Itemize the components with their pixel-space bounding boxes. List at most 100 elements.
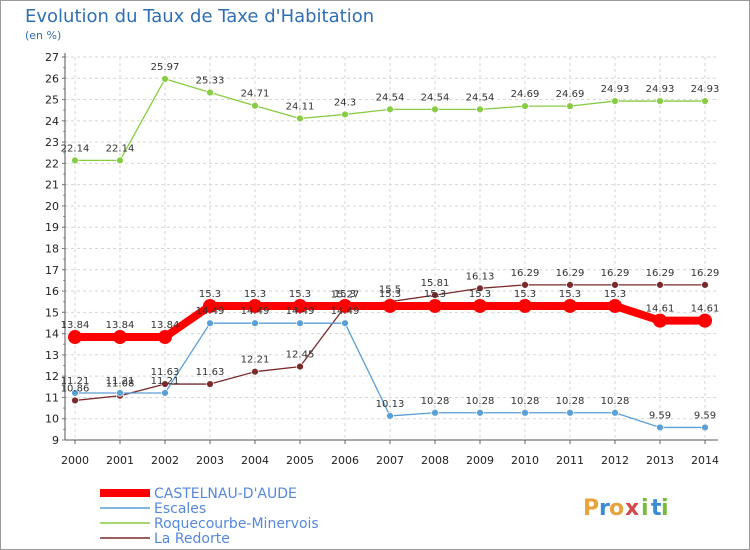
data-label: 15.3 xyxy=(199,289,221,300)
data-label: 15.3 xyxy=(604,289,626,300)
data-point xyxy=(476,105,484,114)
data-point xyxy=(431,409,439,417)
data-label: 15.3 xyxy=(559,289,581,300)
data-point xyxy=(341,319,349,327)
data-point xyxy=(341,110,349,119)
x-tick-label: 2002 xyxy=(151,454,179,467)
data-label: 24.71 xyxy=(241,89,270,100)
y-tick-label: 20 xyxy=(45,200,59,213)
data-label: 10.28 xyxy=(601,396,630,407)
y-tick-label: 15 xyxy=(45,306,59,319)
data-label: 24.54 xyxy=(466,92,495,103)
data-point xyxy=(161,75,169,83)
y-tick-label: 27 xyxy=(45,51,59,64)
data-label: 15.3 xyxy=(334,289,356,300)
data-point xyxy=(251,367,259,376)
data-point xyxy=(431,291,439,299)
legend-label: CASTELNAU-D'AUDE xyxy=(154,486,297,502)
data-point xyxy=(71,396,79,405)
data-label: 15.3 xyxy=(289,289,311,300)
data-label: 22.14 xyxy=(61,143,90,154)
data-point xyxy=(701,97,709,105)
x-tick-label: 2006 xyxy=(331,454,359,467)
data-point xyxy=(566,102,574,110)
data-label: 15.3 xyxy=(424,289,446,300)
data-label: 9.59 xyxy=(694,410,716,421)
data-point xyxy=(383,298,397,313)
brand-letter: t xyxy=(651,496,662,521)
x-tick-label: 2009 xyxy=(466,454,494,467)
data-label: 24.11 xyxy=(286,101,315,112)
data-point xyxy=(608,298,622,313)
data-point xyxy=(203,298,217,313)
x-tick-label: 2010 xyxy=(511,454,539,467)
y-tick-label: 22 xyxy=(45,157,59,170)
data-label: 24.69 xyxy=(556,89,585,100)
y-tick-label: 16 xyxy=(45,285,59,298)
data-label: 12.45 xyxy=(286,350,315,361)
data-label: 11.21 xyxy=(151,376,180,387)
data-point xyxy=(611,409,619,417)
data-point xyxy=(563,298,577,313)
data-point xyxy=(611,281,619,289)
data-point xyxy=(653,313,667,328)
data-label: 10.86 xyxy=(61,383,90,394)
data-label: 24.54 xyxy=(421,92,450,103)
data-label: 24.3 xyxy=(334,97,356,108)
data-label: 15.81 xyxy=(421,278,450,289)
data-point xyxy=(116,389,124,397)
data-label: 13.84 xyxy=(61,320,90,331)
data-label: 11.21 xyxy=(106,376,135,387)
data-label: 15.27 xyxy=(331,290,360,301)
data-label: 11.08 xyxy=(106,379,135,390)
data-point xyxy=(701,423,709,432)
data-point xyxy=(431,105,439,114)
data-label: 16.29 xyxy=(691,268,720,279)
x-tick-label: 2001 xyxy=(106,454,134,467)
data-label: 10.13 xyxy=(376,399,405,410)
data-label: 15.5 xyxy=(379,285,401,296)
data-point xyxy=(338,298,352,313)
data-label: 16.29 xyxy=(646,268,675,279)
data-label: 24.54 xyxy=(376,92,405,103)
data-point xyxy=(71,389,79,397)
y-tick-label: 13 xyxy=(45,349,59,362)
data-point xyxy=(656,423,664,432)
brand-letter: o xyxy=(609,496,624,521)
data-point xyxy=(251,319,259,327)
chart-subtitle: (en %) xyxy=(25,29,62,42)
data-label: 10.28 xyxy=(556,396,585,407)
data-point xyxy=(701,281,709,289)
data-point xyxy=(206,319,214,327)
data-label: 14.49 xyxy=(196,306,225,317)
data-label: 10.28 xyxy=(466,396,495,407)
data-label: 15.3 xyxy=(244,289,266,300)
data-label: 16.13 xyxy=(466,271,495,282)
data-point xyxy=(476,409,484,417)
legend: CASTELNAU-D'AUDEEscalesRoquecourbe-Miner… xyxy=(100,486,319,547)
y-tick-label: 24 xyxy=(45,115,59,128)
axis-layer: 9 10 11 12 13 14 15 16 17 18 19 20 21 22 23 24 25 26 27 200… xyxy=(45,51,719,467)
data-label: 25.33 xyxy=(196,76,225,87)
data-point xyxy=(113,330,127,345)
data-point xyxy=(386,105,394,114)
brand-letter: i xyxy=(661,496,669,521)
data-point xyxy=(521,281,529,289)
y-tick-label: 11 xyxy=(45,391,59,404)
y-tick-label: 9 xyxy=(52,434,59,447)
data-label: 22.14 xyxy=(106,143,135,154)
data-label: 24.93 xyxy=(601,84,630,95)
legend-label: Roquecourbe-Minervois xyxy=(154,516,319,532)
x-tick-label: 2007 xyxy=(376,454,404,467)
data-point xyxy=(428,298,442,313)
x-tick-label: 2000 xyxy=(61,454,89,467)
data-label: 11.63 xyxy=(196,367,225,378)
data-label: 24.93 xyxy=(646,84,675,95)
data-point xyxy=(116,156,124,165)
data-point xyxy=(248,298,262,313)
data-label: 14.61 xyxy=(646,304,675,315)
